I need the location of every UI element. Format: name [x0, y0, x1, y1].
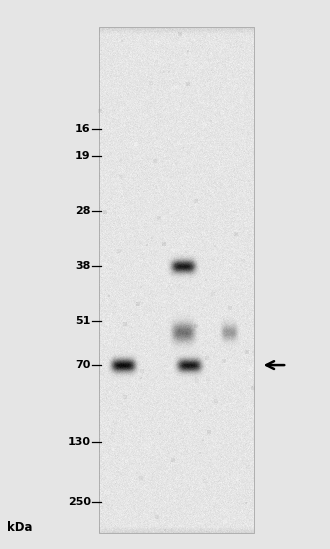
Text: 250: 250	[68, 497, 91, 507]
Text: 51: 51	[75, 316, 91, 326]
Text: 70: 70	[75, 360, 91, 370]
Text: 28: 28	[75, 206, 91, 216]
Text: 130: 130	[68, 437, 91, 447]
Text: 38: 38	[75, 261, 91, 271]
Text: 19: 19	[75, 152, 91, 161]
Bar	[99, 27, 254, 533]
Text: kDa: kDa	[7, 520, 32, 534]
Text: 16: 16	[75, 124, 91, 134]
